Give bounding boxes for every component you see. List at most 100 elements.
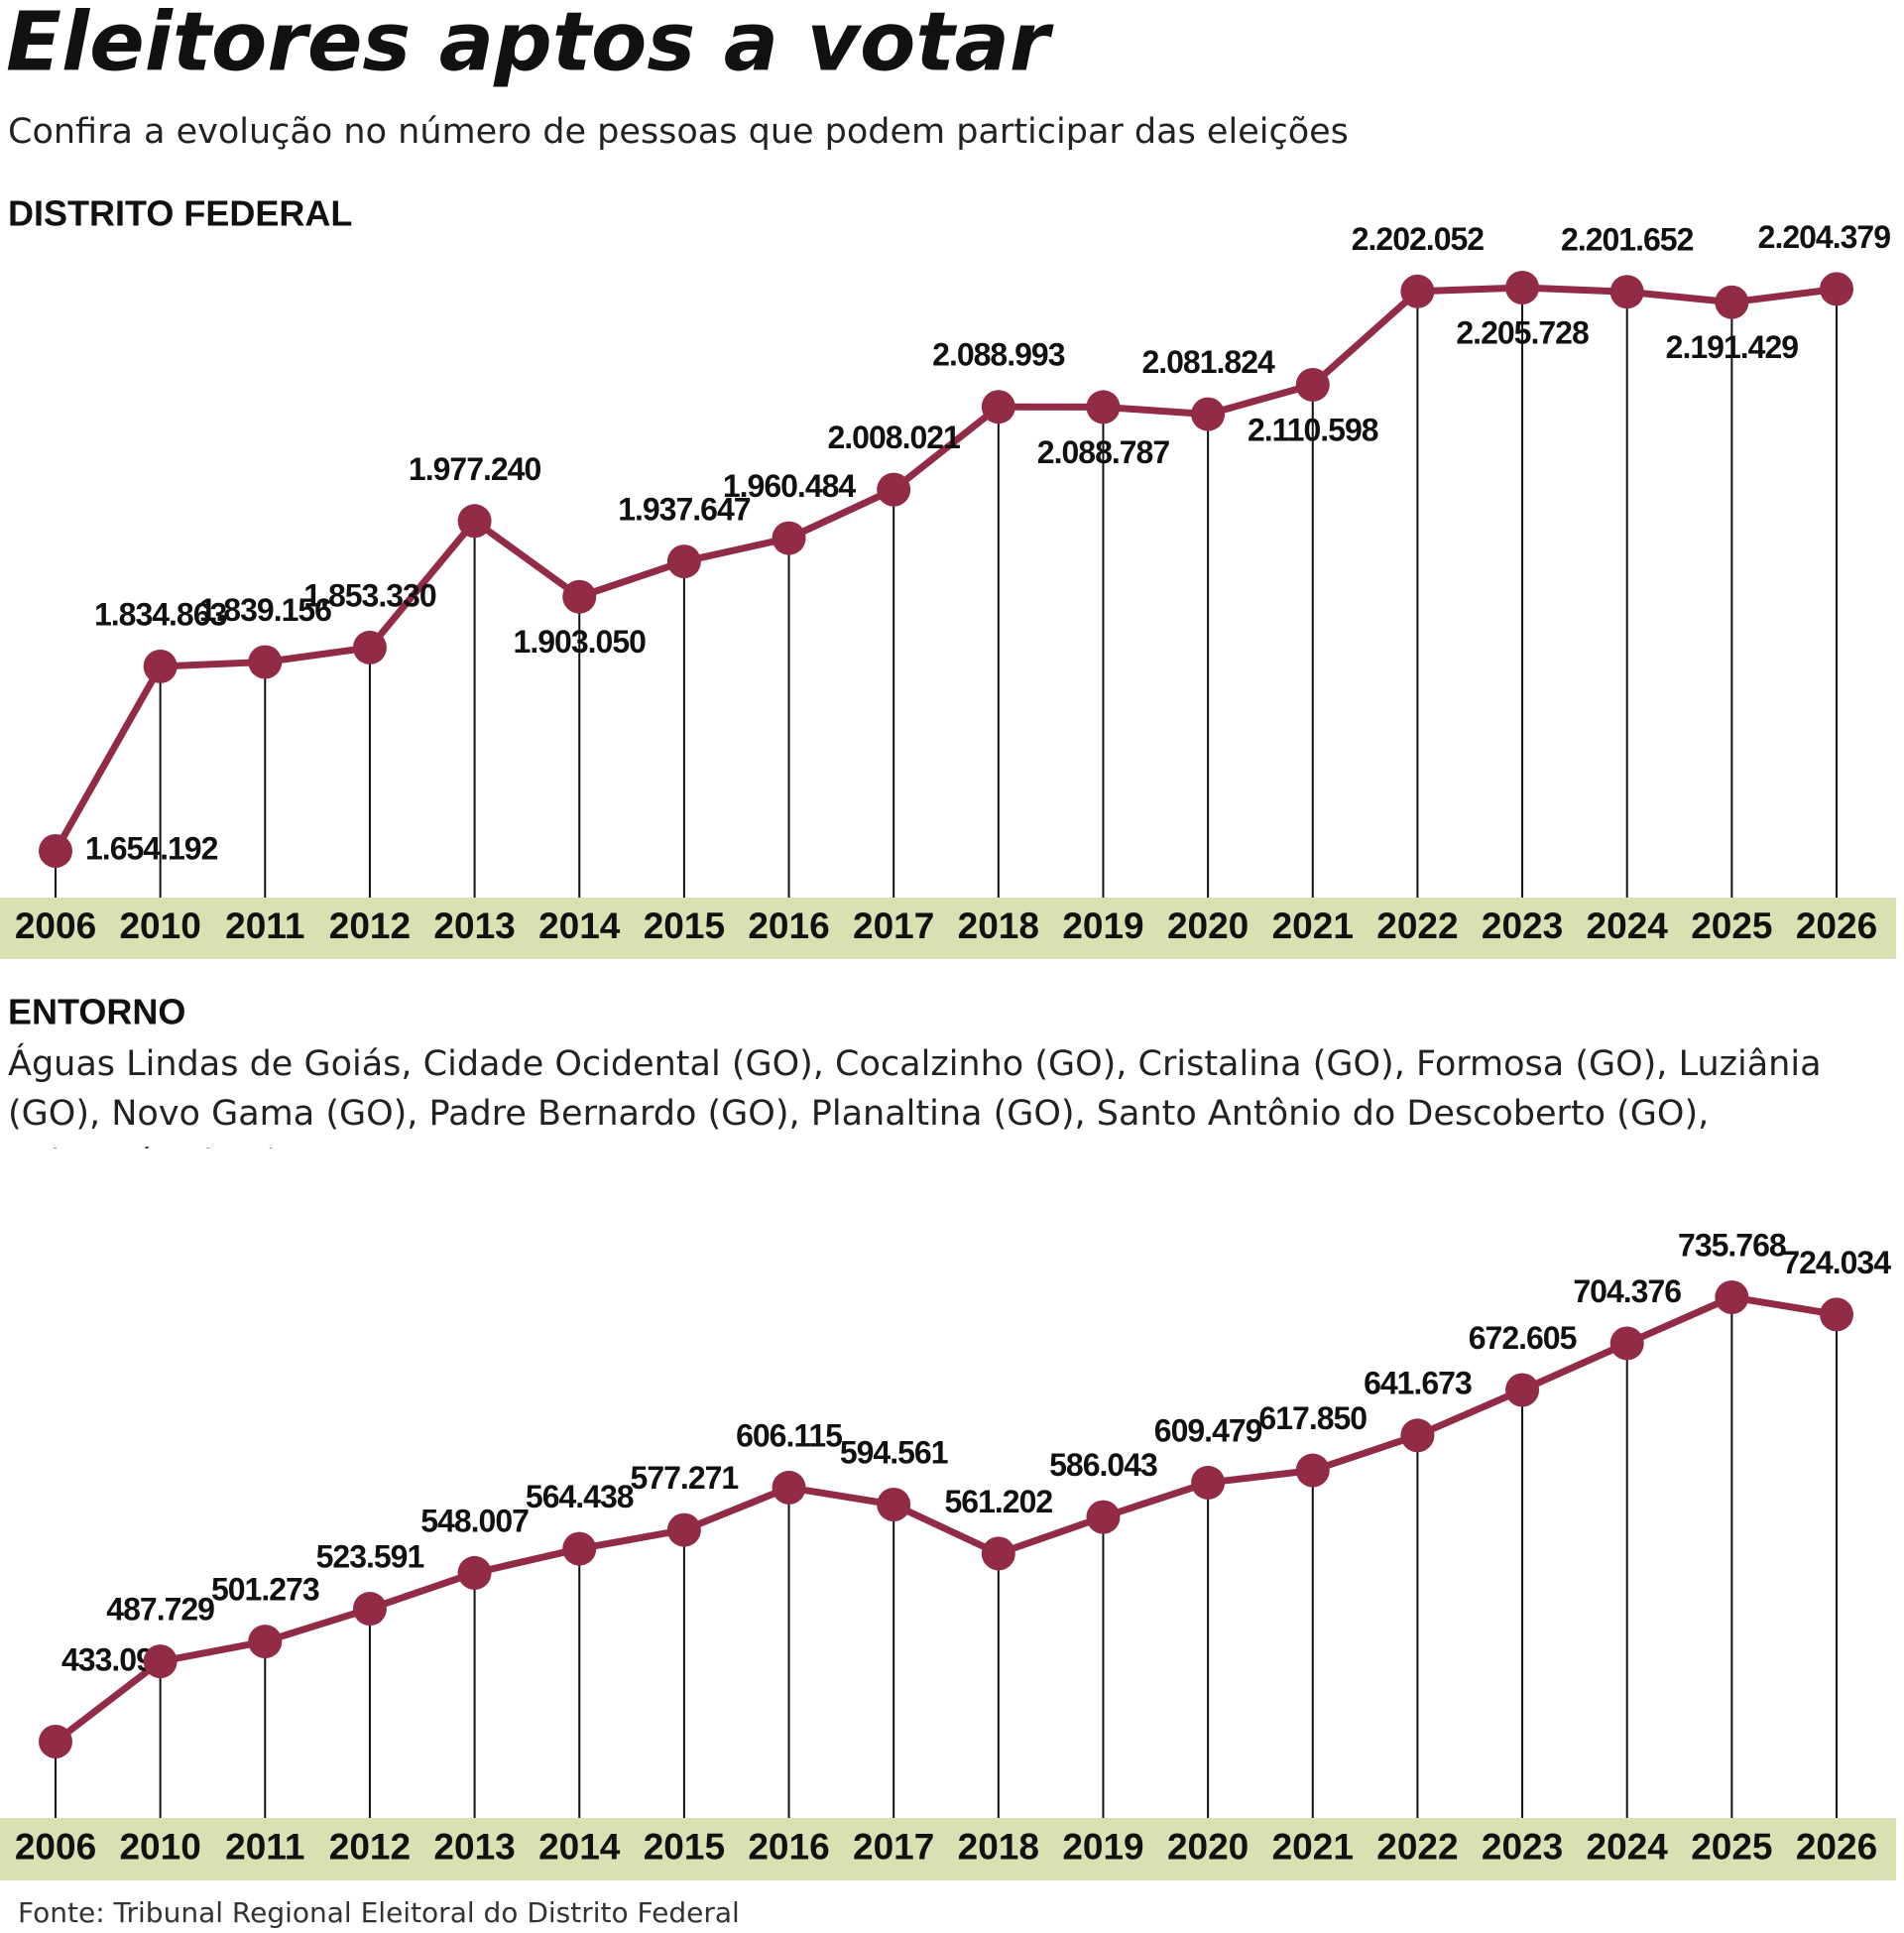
x-tick-label: 2022 [1376,906,1458,946]
x-tick-label: 2014 [538,906,621,946]
data-label: 586.043 [1049,1447,1157,1483]
x-tick-label: 2014 [538,1826,621,1867]
point [248,645,283,679]
x-tick-label: 2026 [1796,906,1877,946]
x-tick-label: 2010 [119,906,200,946]
data-label: 617.850 [1258,1400,1367,1436]
x-tick-label: 2026 [1796,1826,1877,1867]
point [248,1625,283,1659]
chart-subtitle-box: Águas Lindas de Goiás, Cidade Ocidental … [8,1044,1822,1148]
data-label: 2.205.728 [1456,314,1589,350]
x-tick-label: 2016 [748,906,829,946]
x-tick-label: 2017 [853,906,934,946]
x-tick-label: 2016 [748,1826,829,1867]
data-label: 594.561 [840,1434,948,1470]
point [1820,272,1853,306]
data-label: 735.768 [1678,1227,1786,1263]
data-label: 1.937.647 [618,492,751,528]
point [562,579,597,614]
data-label: 2.008.021 [827,420,960,455]
x-tick-label: 2021 [1272,1826,1354,1867]
x-tick-label: 2023 [1482,1826,1563,1867]
x-tick-label: 2012 [329,906,411,946]
point [981,390,1015,424]
x-tick-label: 2024 [1587,906,1669,946]
data-label: 501.273 [211,1572,319,1608]
data-label: 2.202.052 [1352,221,1485,257]
x-tick-label: 2012 [329,1826,411,1867]
point [1715,1280,1749,1314]
x-tick-label: 2018 [958,906,1039,946]
category-band [0,898,1896,959]
line [53,1293,1838,1745]
point [981,1536,1015,1571]
point [877,1488,911,1522]
subtitle: Confira a evolução no número de pessoas … [8,112,1349,152]
point [143,649,178,683]
x-tick-label: 2025 [1691,906,1772,946]
x-tick-label: 2024 [1587,1826,1669,1867]
x-tick-label: 2019 [1062,906,1143,946]
chart-title: DISTRITO FEDERAL [8,193,352,234]
x-tick-label: 2017 [853,1826,934,1867]
data-label: 2.081.824 [1141,344,1275,380]
data-label: 724.034 [1782,1245,1891,1280]
point [352,630,387,664]
data-label: 704.376 [1573,1273,1681,1309]
point [772,521,806,555]
x-tick-label: 2023 [1482,906,1563,946]
data-label: 548.007 [420,1503,529,1538]
x-tick-label: 2006 [15,906,96,946]
x-tick-label: 2006 [15,1826,96,1867]
chart-title: ENTORNO [8,992,185,1032]
x-tick-label: 2010 [119,1826,200,1867]
source: Fonte: Tribunal Regional Eleitoral do Di… [18,1896,740,1929]
data-label: 2.191.429 [1666,329,1799,365]
point [1400,274,1435,308]
x-tick-label: 2021 [1272,906,1354,946]
point [1505,1373,1540,1407]
category-band [0,1818,1896,1880]
data-label: 487.729 [106,1592,214,1628]
x-tick-label: 2015 [644,1826,725,1867]
point [1086,1500,1121,1534]
x-tick-label: 2013 [433,1826,515,1867]
point [666,1512,701,1547]
line [52,284,1838,853]
data-label: 523.591 [316,1539,424,1575]
data-label: 564.438 [526,1479,634,1514]
data-label: 2.110.598 [1248,412,1378,447]
x-tick-label: 2020 [1167,906,1249,946]
data-label: 1.839.156 [199,592,332,628]
x-tick-label: 2019 [1062,1826,1143,1867]
x-tick-label: 2011 [225,1826,304,1867]
data-label: 561.202 [944,1484,1052,1519]
data-label: 1.853.330 [303,577,436,613]
point [666,544,701,579]
point [352,1592,387,1627]
x-tick-label: 2020 [1167,1826,1249,1867]
point [143,1644,178,1679]
point [1086,390,1121,424]
point [877,472,911,507]
x-tick-label: 2022 [1376,1826,1458,1867]
x-tick-label: 2018 [958,1826,1039,1867]
point [1295,367,1330,402]
data-label: 1.654.192 [85,830,218,866]
x-tick-label: 2025 [1691,1826,1772,1867]
point [1609,275,1644,309]
point [1609,1326,1644,1361]
data-label: 2.088.993 [932,337,1065,373]
data-label: 641.673 [1364,1366,1472,1401]
data-label: 606.115 [736,1417,842,1453]
x-tick-label: 2011 [225,906,304,946]
title: Eleitores aptos a votar [6,0,1054,89]
point [1191,1465,1226,1500]
point [1191,397,1226,431]
point [39,1725,72,1758]
point [457,504,492,539]
data-label: 2.201.652 [1561,222,1694,258]
point [457,1555,492,1590]
point [1400,1418,1435,1453]
